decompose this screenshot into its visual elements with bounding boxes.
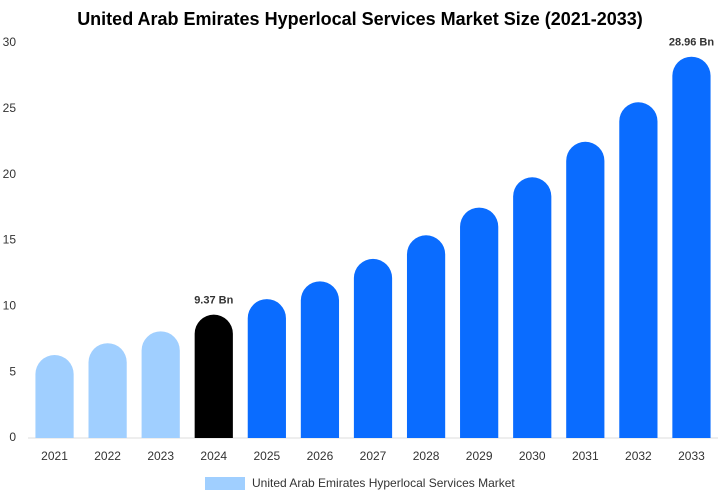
value-label: 28.96 Bn (669, 37, 715, 49)
legend-label: United Arab Emirates Hyperlocal Services… (252, 476, 515, 490)
y-tick-label: 15 (3, 233, 17, 247)
y-tick-label: 10 (3, 299, 17, 313)
x-tick-label: 2027 (360, 449, 387, 463)
bar (35, 355, 74, 438)
x-tick-label: 2025 (253, 449, 280, 463)
x-tick-label: 2033 (678, 449, 705, 463)
x-tick-label: 2023 (147, 449, 174, 463)
y-tick-label: 30 (3, 35, 17, 49)
x-tick-label: 2030 (519, 449, 546, 463)
x-tick-label: 2029 (466, 449, 493, 463)
bar (194, 314, 233, 438)
x-tick-label: 2031 (572, 449, 599, 463)
bar (460, 207, 499, 438)
y-tick-label: 5 (9, 364, 16, 378)
x-tick-label: 2021 (41, 449, 68, 463)
bar (300, 281, 340, 438)
y-tick-label: 20 (3, 167, 17, 181)
bar (566, 141, 605, 438)
x-tick-label: 2022 (94, 449, 121, 463)
y-tick-label: 0 (9, 430, 16, 444)
chart-title: United Arab Emirates Hyperlocal Services… (77, 9, 643, 29)
x-tick-label: 2028 (413, 449, 440, 463)
x-tick-label: 2032 (625, 449, 652, 463)
bar (88, 343, 127, 438)
x-tick-label: 2024 (200, 449, 227, 463)
bar (619, 102, 658, 438)
x-tick-label: 2026 (307, 449, 334, 463)
value-label: 9.37 Bn (194, 295, 233, 307)
bar (672, 56, 711, 438)
bar (141, 331, 180, 438)
bar (513, 177, 552, 438)
bar (353, 258, 393, 438)
bar (406, 235, 446, 438)
legend-swatch (205, 477, 245, 490)
y-tick-label: 25 (3, 101, 17, 115)
bar (247, 299, 286, 438)
